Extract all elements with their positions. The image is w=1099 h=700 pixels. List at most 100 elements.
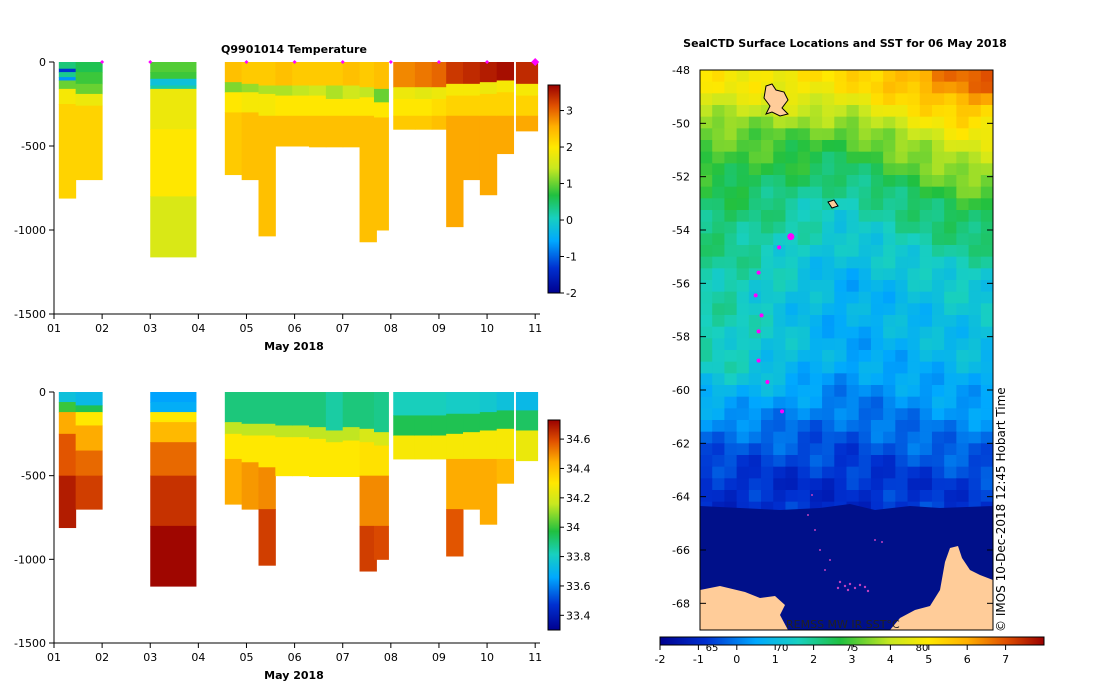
sst-cell <box>858 303 872 316</box>
sst-cell <box>773 245 787 258</box>
sst-cell <box>724 116 738 129</box>
sst-cell <box>980 175 993 188</box>
sst-colorbar-tick-label: 2 <box>810 653 817 666</box>
sst-cell <box>895 151 909 164</box>
sst-cell <box>834 93 848 106</box>
profile-layer <box>479 82 498 95</box>
sst-cell <box>870 186 884 199</box>
sst-cell <box>846 81 860 94</box>
sst-cell <box>761 385 774 398</box>
sst-cell <box>980 373 993 386</box>
sst-cell <box>822 116 835 129</box>
sst-colorbar-tick-label: -2 <box>655 653 666 666</box>
sst-cell <box>895 116 909 129</box>
sst-cell <box>858 116 872 129</box>
profile-layer <box>463 95 481 117</box>
profile-layer <box>241 83 260 93</box>
sst-cell <box>700 105 713 118</box>
x-tick-label: 05 <box>239 322 253 335</box>
profile-layer <box>75 412 103 426</box>
sst-cell <box>968 478 982 491</box>
x-tick-label: 06 <box>288 322 302 335</box>
sst-cell <box>712 315 726 328</box>
sst-cell <box>907 291 921 304</box>
sst-cell <box>809 186 823 199</box>
sst-cell <box>834 478 848 491</box>
sst-cell <box>956 303 970 316</box>
sst-cell <box>895 420 909 433</box>
sst-cell <box>944 105 957 118</box>
sst-cell <box>700 163 713 176</box>
sst-cell <box>968 186 982 199</box>
sst-cell <box>834 151 848 164</box>
profile-layer <box>463 413 481 433</box>
sst-cell <box>931 140 945 153</box>
profile-layer <box>241 62 260 85</box>
sst-cell <box>700 338 713 351</box>
sst-cell <box>870 350 884 363</box>
sst-cell <box>809 420 823 433</box>
profile-layer <box>309 427 327 440</box>
sst-cell <box>931 268 945 281</box>
sst-cell <box>870 373 884 386</box>
sst-cell <box>944 315 957 328</box>
kerguelen-island <box>763 83 789 117</box>
sst-cell <box>712 443 726 456</box>
sst-cell <box>736 140 750 153</box>
sst-cell <box>736 326 750 339</box>
profile-layer <box>241 435 260 463</box>
sst-cell <box>797 221 811 234</box>
profile-layer <box>446 83 464 97</box>
sst-cell <box>712 338 726 351</box>
profile-layer <box>150 475 197 527</box>
sst-cell <box>736 245 750 258</box>
sst-cell <box>895 443 909 456</box>
sst-cell <box>809 385 823 398</box>
sst-cell <box>785 81 799 94</box>
sst-cell <box>809 163 823 176</box>
sst-cell <box>785 140 799 153</box>
sst-cell <box>736 350 750 363</box>
sst-cell <box>736 478 750 491</box>
sst-cell <box>919 326 933 339</box>
sst-cell <box>944 385 957 398</box>
sst-cell <box>712 455 726 468</box>
sst-cell <box>858 373 872 386</box>
sst-cell <box>724 210 738 223</box>
sst-cell <box>785 338 799 351</box>
sst-source-label: REMSS MW IR SST°C <box>786 618 900 631</box>
profile-16 <box>431 62 450 130</box>
sst-cell <box>724 443 738 456</box>
sst-cell <box>748 70 762 83</box>
sst-cell <box>736 280 750 293</box>
sst-cell <box>748 256 762 269</box>
sst-cell <box>956 315 970 328</box>
sst-cell <box>761 268 774 281</box>
sst-cell <box>919 128 933 141</box>
profile-layer <box>393 98 416 117</box>
sst-cell <box>858 198 872 211</box>
sst-cell <box>785 280 799 293</box>
sst-cell <box>870 105 884 118</box>
sst-cell <box>736 420 750 433</box>
sst-cell <box>968 93 982 106</box>
sst-cell <box>700 140 713 153</box>
salinity-profiles <box>58 392 539 587</box>
sst-cell <box>968 221 982 234</box>
y-tick-label: -500 <box>21 470 46 483</box>
colorbar-tick-label: 2 <box>566 141 573 154</box>
y-tick-label: -1500 <box>14 308 46 321</box>
profile-layer <box>393 87 416 100</box>
sst-cell <box>895 175 909 188</box>
sst-cell <box>907 408 921 421</box>
sst-cell <box>809 408 823 421</box>
sst-cell <box>956 350 970 363</box>
sst-cell <box>883 256 896 269</box>
temperature-x-axis: 01 02 03 04 05 06 07 08 09 10 11 <box>47 314 542 335</box>
sst-cell <box>712 303 726 316</box>
sst-cell <box>748 466 762 479</box>
sst-cell <box>919 140 933 153</box>
sst-cell <box>712 163 726 176</box>
sst-cell <box>700 221 713 234</box>
sst-cell <box>809 221 823 234</box>
